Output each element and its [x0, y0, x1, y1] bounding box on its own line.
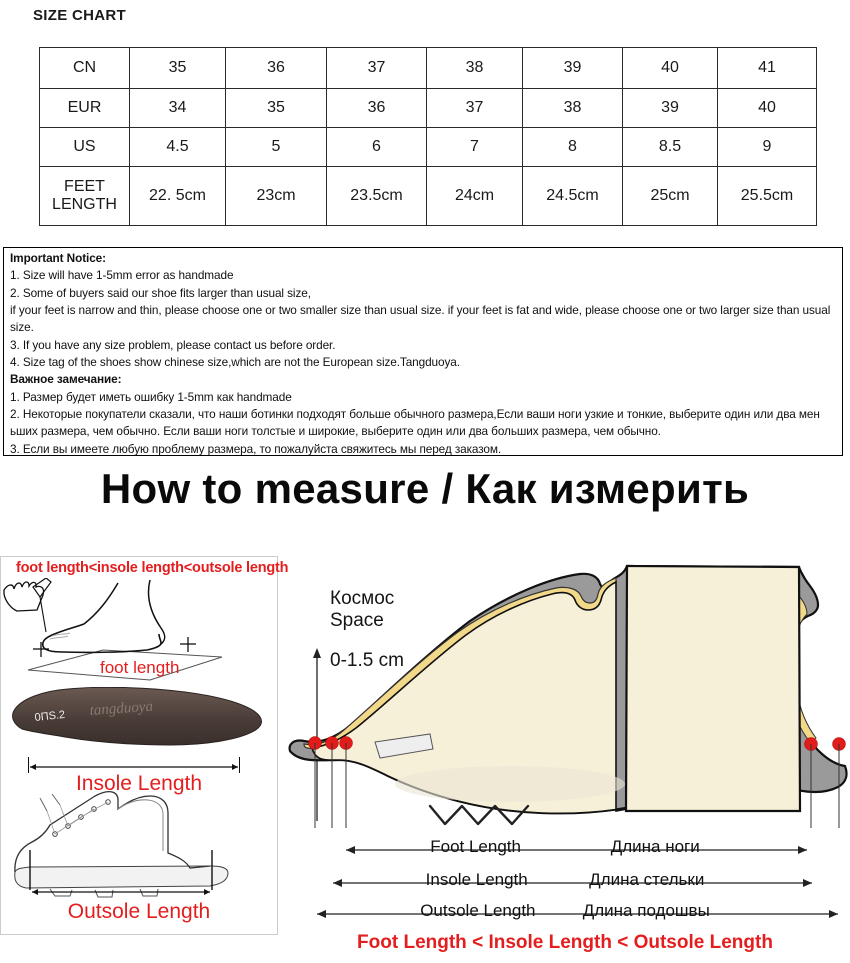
svg-text:foot length: foot length: [100, 658, 179, 677]
